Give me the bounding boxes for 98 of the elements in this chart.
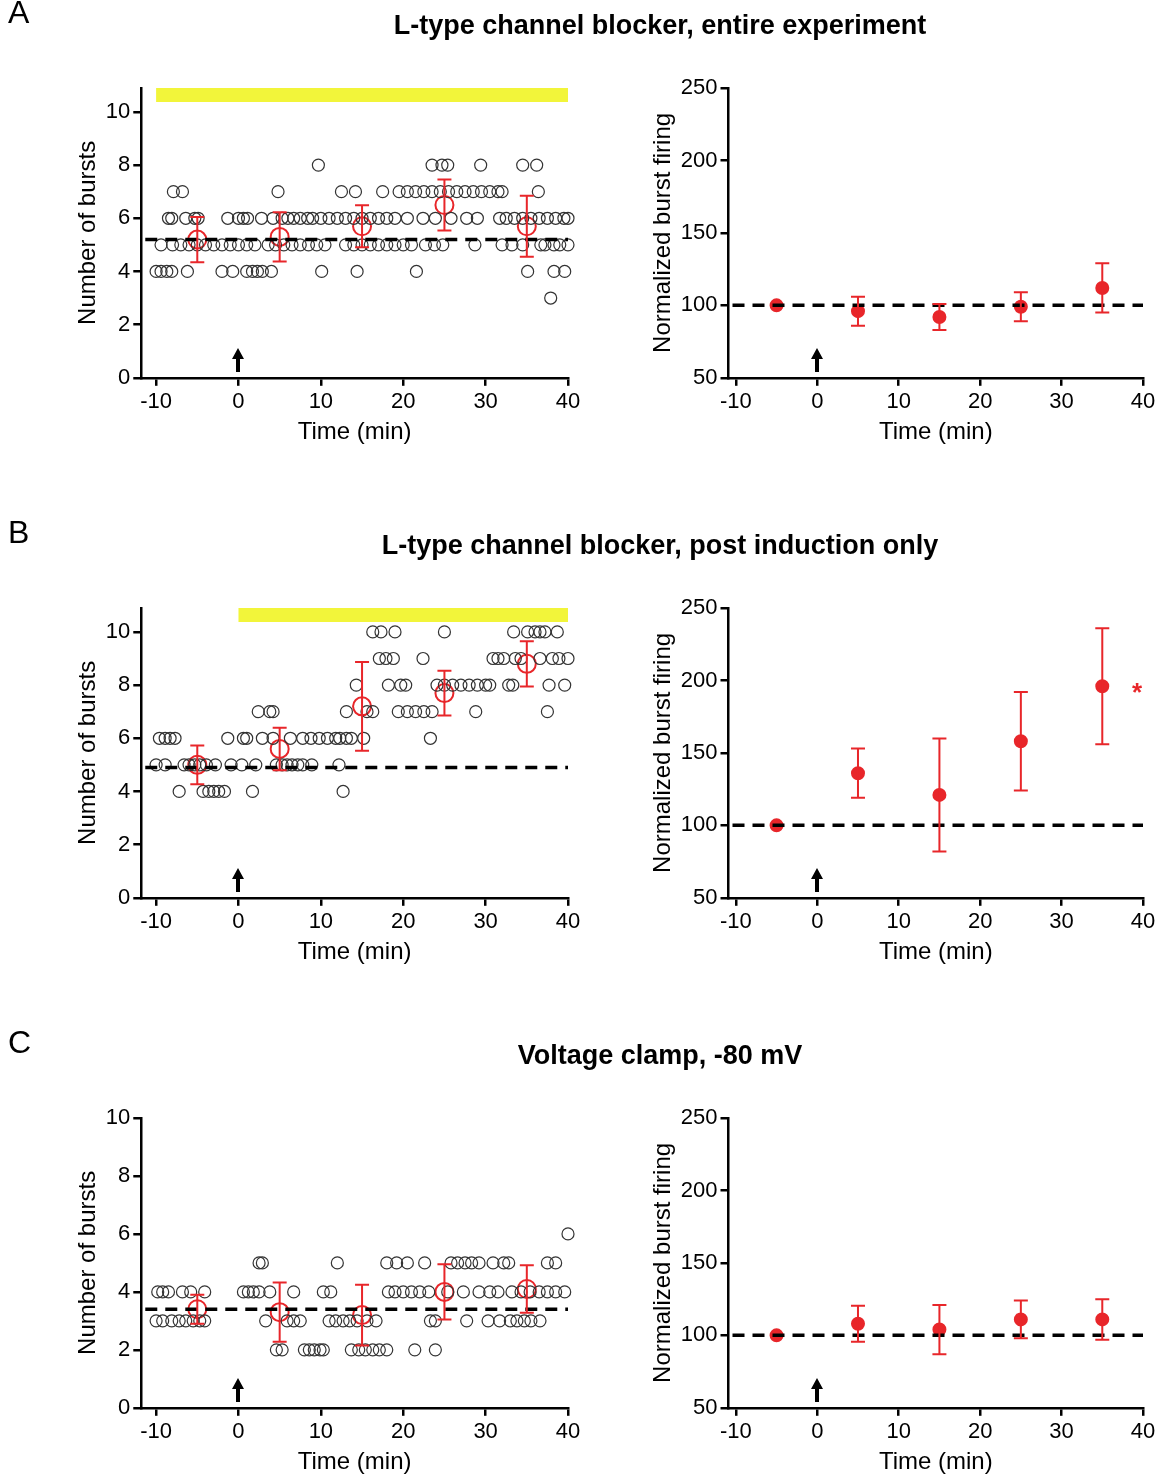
y-tick-label: 0	[118, 883, 131, 909]
point	[516, 653, 537, 674]
y-axis-title: Number of bursts	[73, 140, 101, 325]
point	[352, 216, 373, 237]
y-tick-label: 4	[118, 257, 131, 283]
x-tick-label: 10	[886, 1418, 911, 1444]
y-tick-label: 100	[680, 291, 718, 317]
x-tick-label: 40	[1130, 1418, 1156, 1444]
y-axis-title: Number of bursts	[73, 660, 101, 845]
y-tick-label: 250	[680, 74, 718, 100]
x-tick-label: 0	[232, 1418, 245, 1444]
y-tick-label: 4	[118, 1277, 131, 1303]
x-tick-label: 20	[391, 908, 416, 934]
x-tick-label: -10	[140, 1418, 172, 1444]
y-tick-label: 250	[680, 1104, 718, 1130]
x-tick-label: 30	[1049, 908, 1074, 934]
y-axis-title: Normalized burst firing	[648, 1142, 676, 1383]
x-tick-label: 0	[232, 908, 245, 934]
y-tick-label: 8	[118, 151, 131, 177]
x-tick-label: 20	[967, 1418, 993, 1444]
y-tick-label: 150	[680, 1248, 718, 1274]
y-tick-label: 4	[118, 777, 131, 803]
y-tick-label: 50	[693, 883, 718, 909]
x-axis-title: Time (min)	[297, 417, 412, 445]
text: B	[8, 514, 30, 551]
x-tick-label: 30	[1049, 388, 1074, 414]
x-axis-title: Time (min)	[878, 417, 993, 445]
text: C	[8, 1024, 32, 1061]
point	[269, 226, 290, 247]
y-tick-label: 0	[118, 1393, 131, 1419]
y-tick-label: 6	[118, 204, 131, 230]
y-axis-title: Normalized burst firing	[648, 112, 676, 353]
y-tick-label: 0	[118, 363, 131, 389]
y-tick-label: 10	[105, 97, 131, 123]
y-tick-label: 100	[680, 811, 718, 837]
x-tick-label: 10	[308, 908, 334, 934]
x-axis-title: Time (min)	[878, 1447, 993, 1475]
y-tick-label: 100	[680, 1321, 718, 1347]
x-tick-label: 40	[1130, 388, 1156, 414]
x-tick-label: 40	[1130, 908, 1156, 934]
x-tick-label: 40	[555, 388, 581, 414]
y-tick-label: 10	[105, 617, 131, 643]
point	[352, 696, 373, 717]
y-tick-label: 6	[118, 724, 131, 750]
x-tick-label: 20	[391, 1418, 416, 1444]
y-tick-label: 10	[105, 1104, 131, 1130]
y-tick-label: 2	[118, 310, 131, 336]
point	[187, 754, 208, 775]
x-tick-label: 40	[555, 1418, 581, 1444]
point	[187, 229, 208, 250]
annotation: *	[1131, 677, 1143, 708]
text: Voltage clamp, -80 mV	[516, 1040, 804, 1071]
point	[516, 216, 537, 237]
x-tick-label: 30	[1049, 1418, 1074, 1444]
text: L-type channel blocker, post induction only	[380, 530, 940, 561]
x-tick-label: 0	[811, 1418, 824, 1444]
point	[269, 738, 290, 759]
y-tick-label: 8	[118, 1162, 131, 1188]
y-tick-label: 200	[680, 1176, 718, 1202]
y-tick-label: 2	[118, 830, 131, 856]
x-tick-label: -10	[140, 908, 172, 934]
x-tick-label: 20	[967, 388, 993, 414]
point	[434, 194, 455, 215]
x-tick-label: 0	[232, 388, 245, 414]
x-tick-label: 40	[555, 908, 581, 934]
x-tick-label: 30	[473, 908, 498, 934]
x-tick-label: -10	[140, 388, 172, 414]
y-tick-label: 6	[118, 1219, 131, 1245]
x-tick-label: -10	[719, 1418, 752, 1444]
y-tick-label: 8	[118, 671, 131, 697]
x-tick-label: 0	[811, 908, 824, 934]
point	[434, 683, 455, 704]
x-tick-label: 20	[391, 388, 416, 414]
x-tick-label: 10	[308, 388, 334, 414]
y-tick-label: 200	[680, 146, 718, 172]
y-tick-label: 50	[693, 363, 718, 389]
x-tick-label: 0	[811, 388, 824, 414]
y-tick-label: 250	[680, 594, 718, 620]
text: A	[8, 0, 30, 31]
y-axis-title: Normalized burst firing	[648, 632, 676, 873]
y-tick-label: 50	[693, 1393, 718, 1419]
x-axis-title: Time (min)	[297, 937, 412, 965]
x-tick-label: 10	[886, 388, 911, 414]
x-tick-label: 20	[967, 908, 993, 934]
x-tick-label: 10	[886, 908, 911, 934]
y-axis-title: Number of bursts	[73, 1170, 101, 1355]
x-tick-label: 30	[473, 388, 498, 414]
x-tick-label: -10	[719, 908, 752, 934]
y-tick-label: 150	[680, 738, 718, 764]
x-axis-title: Time (min)	[878, 937, 993, 965]
x-tick-label: 30	[473, 1418, 498, 1444]
x-axis-title: Time (min)	[297, 1447, 412, 1475]
y-tick-label: 200	[680, 666, 718, 692]
y-tick-label: 2	[118, 1335, 131, 1361]
x-tick-label: -10	[719, 388, 752, 414]
x-tick-label: 10	[308, 1418, 334, 1444]
y-tick-label: 150	[680, 218, 718, 244]
text: L-type channel blocker, entire experiment	[392, 10, 928, 41]
